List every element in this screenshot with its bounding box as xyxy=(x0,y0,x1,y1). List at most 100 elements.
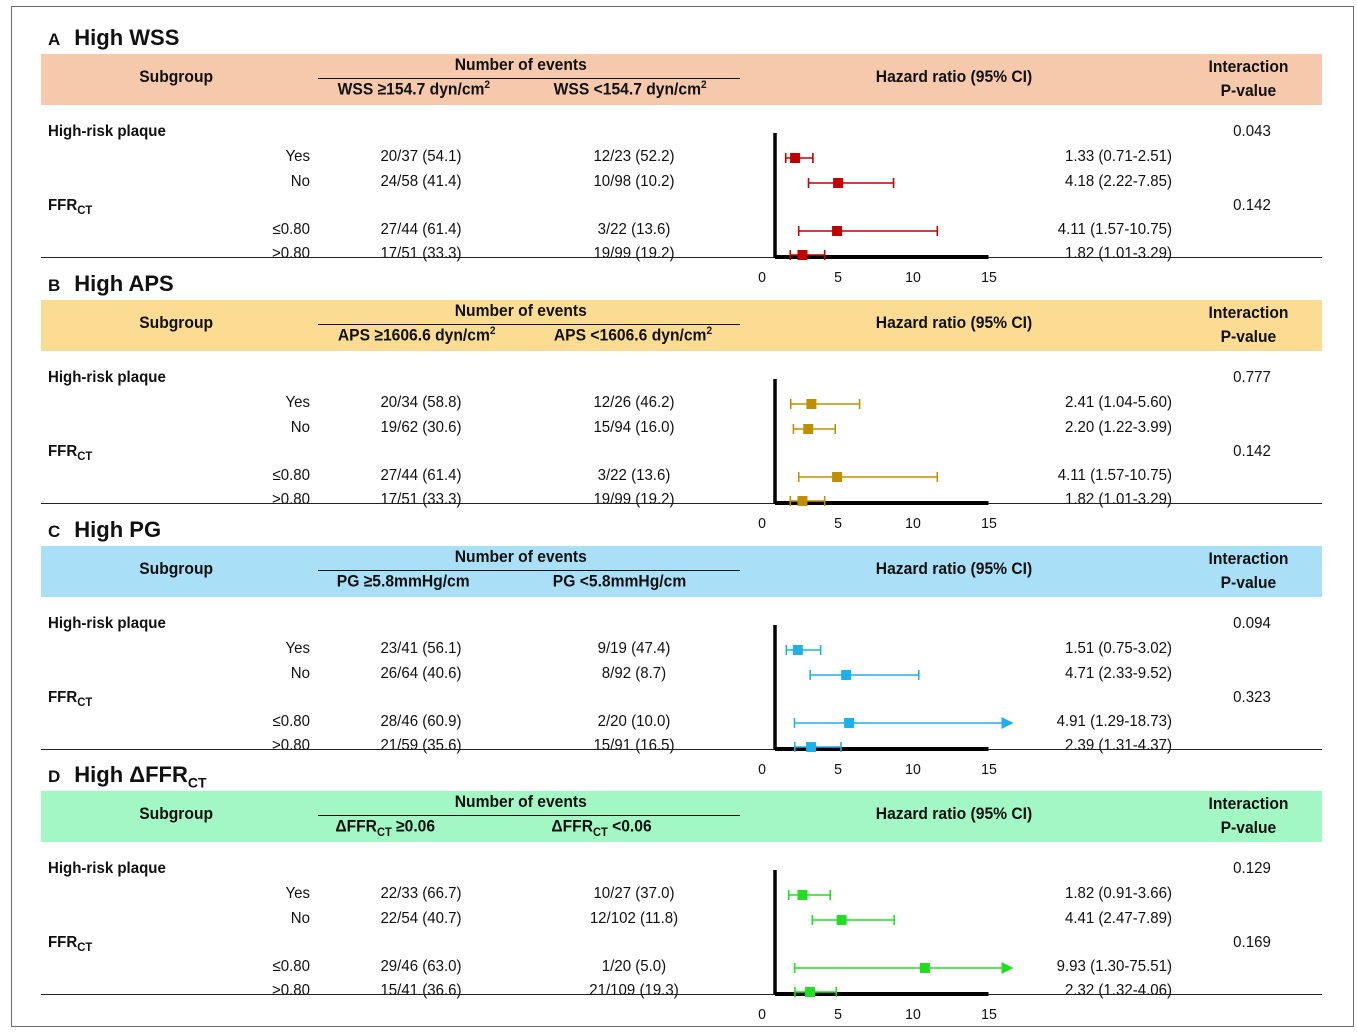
events-low-cell: 2/20 (10.0) xyxy=(559,713,709,731)
x-tick-label: 15 xyxy=(970,761,1008,778)
row-label: No xyxy=(216,665,310,683)
hazard-ratio-header-text: Hazard ratio (95% CI) xyxy=(875,804,1033,823)
x-tick-text: 15 xyxy=(980,761,997,778)
events-high-cell: 17/51 (33.3) xyxy=(346,245,496,263)
hazard-ratio-point xyxy=(832,472,843,482)
header-divider xyxy=(318,324,740,325)
interaction-header-line1: Interaction xyxy=(1208,549,1289,568)
events-high-cell: 21/59 (35.6) xyxy=(346,737,496,755)
hazard-ratio-ci-text: 2.39 (1.31-4.37) xyxy=(1064,737,1172,754)
table-header: Subgroup Number of events APS ≥1606.6 dyn/… xyxy=(41,300,1322,351)
x-tick-text: 5 xyxy=(833,761,842,778)
x-tick-label: 0 xyxy=(743,515,781,532)
panel-bottom-rule xyxy=(41,503,1322,504)
hazard-ratio-header: Hazard ratio (95% CI) xyxy=(876,313,1032,333)
interaction-p-value: 0.169 xyxy=(1214,934,1289,952)
hazard-ratio-ci-cell: 1.33 (0.71-2.51) xyxy=(963,148,1172,166)
events-column-header-low: WSS <154.7 dyn/cm2 xyxy=(554,79,707,102)
x-tick-label: 0 xyxy=(743,1006,781,1023)
hazard-ratio-point xyxy=(806,399,817,409)
row-label-text: ≤0.80 xyxy=(272,713,310,730)
row-label: >0.80 xyxy=(216,245,310,263)
events-low-text: 8/92 (8.7) xyxy=(601,665,667,682)
table-header: Subgroup Number of events WSS ≥154.7 dyn/c… xyxy=(41,54,1322,105)
col-header-suffix: ≥0.06 xyxy=(391,816,436,836)
forest-plot-c xyxy=(773,625,1014,752)
events-high-cell: 24/58 (41.4) xyxy=(346,173,496,191)
number-of-events-text: Number of events xyxy=(454,792,587,811)
panel-bottom-rule xyxy=(41,994,1322,995)
events-high-text: 26/64 (40.6) xyxy=(380,665,462,682)
events-low-cell: 3/22 (13.6) xyxy=(559,467,709,485)
events-high-text: 20/34 (58.8) xyxy=(380,394,462,411)
events-low-text: 2/20 (10.0) xyxy=(597,713,671,730)
x-tick-label: 15 xyxy=(970,1006,1008,1023)
ci-upper-arrow xyxy=(1001,717,1014,729)
interaction-p-value: 0.142 xyxy=(1214,197,1289,215)
hazard-ratio-point xyxy=(833,178,844,188)
group-label-high-risk-plaque: High-risk plaque xyxy=(48,860,166,878)
events-low-cell: 21/109 (19.3) xyxy=(559,982,709,1000)
panel-title: B High APS xyxy=(48,271,174,299)
x-tick-label: 10 xyxy=(894,761,932,778)
number-of-events-header: Number of events xyxy=(455,55,587,75)
interaction-pvalue-header: Interaction P-value xyxy=(1208,55,1288,103)
number-of-events-header: Number of events xyxy=(455,301,587,321)
col-header-subscript: CT xyxy=(593,825,608,840)
group-label-subscript: CT xyxy=(77,695,93,710)
events-low-text: 19/99 (19.2) xyxy=(593,245,675,262)
events-low-text: 12/102 (11.8) xyxy=(589,910,679,927)
events-low-cell: 10/27 (37.0) xyxy=(559,885,709,903)
panel-letter: B xyxy=(48,276,61,295)
x-tick-label: 0 xyxy=(743,761,781,778)
interaction-header-line1: Interaction xyxy=(1208,794,1289,813)
x-tick-text: 5 xyxy=(833,515,842,532)
row-label: >0.80 xyxy=(216,491,310,509)
x-tick-label: 5 xyxy=(819,1006,857,1023)
interaction-pvalue-header: Interaction P-value xyxy=(1208,301,1288,349)
hazard-ratio-ci-text: 4.11 (1.57-10.75) xyxy=(1057,221,1172,238)
ci-upper-arrow xyxy=(1001,962,1014,974)
events-column-header-low: ΔFFRCT <0.06 xyxy=(551,816,651,839)
events-high-cell: 17/51 (33.3) xyxy=(346,491,496,509)
group-label-subscript: CT xyxy=(77,449,93,464)
events-low-cell: 15/94 (16.0) xyxy=(559,419,709,437)
events-low-cell: 19/99 (19.2) xyxy=(559,245,709,263)
events-low-cell: 8/92 (8.7) xyxy=(559,665,709,683)
x-tick-label: 5 xyxy=(819,761,857,778)
events-low-cell: 12/26 (46.2) xyxy=(559,394,709,412)
hazard-ratio-ci-text: 1.33 (0.71-2.51) xyxy=(1064,148,1172,165)
events-high-text: 29/46 (63.0) xyxy=(380,958,462,975)
subgroup-header: Subgroup xyxy=(139,804,213,824)
events-high-text: 15/41 (36.6) xyxy=(380,982,462,999)
events-low-text: 15/91 (16.5) xyxy=(593,737,675,754)
p-value-text: 0.129 xyxy=(1233,860,1271,877)
hazard-ratio-ci-text: 4.91 (1.29-18.73) xyxy=(1056,713,1172,730)
x-tick-label: 10 xyxy=(894,1006,932,1023)
col-header-text: WSS <154.7 dyn/cm xyxy=(553,79,701,99)
row-label-text: No xyxy=(290,173,310,190)
panel-c: C High PG Subgroup Number of events PG ≥5.8m… xyxy=(0,517,1357,778)
events-low-cell: 3/22 (13.6) xyxy=(559,221,709,239)
row-label-text: ≤0.80 xyxy=(272,221,310,238)
events-high-cell: 15/41 (36.6) xyxy=(346,982,496,1000)
interaction-header-line2: P-value xyxy=(1220,818,1277,837)
x-tick-text: 5 xyxy=(833,1006,842,1023)
interaction-p-value: 0.129 xyxy=(1214,860,1289,878)
events-column-header-low: PG <5.8mmHg/cm xyxy=(553,571,686,594)
x-tick-text: 0 xyxy=(758,515,766,532)
subgroup-header: Subgroup xyxy=(139,559,213,579)
events-high-cell: 22/54 (40.7) xyxy=(346,910,496,928)
col-header-text: ΔFFR xyxy=(551,816,594,836)
hazard-ratio-ci-text: 4.41 (2.47-7.89) xyxy=(1064,910,1172,927)
events-high-text: 27/44 (61.4) xyxy=(380,221,462,238)
subgroup-header: Subgroup xyxy=(139,67,213,87)
hazard-ratio-point xyxy=(836,915,847,925)
group-label-text: High-risk plaque xyxy=(48,860,166,877)
hazard-ratio-point xyxy=(805,987,816,997)
hazard-ratio-ci-text: 4.71 (2.33-9.52) xyxy=(1064,665,1172,682)
table-header: Subgroup Number of events ΔFFRCT ≥0.06 ΔFFR… xyxy=(41,791,1322,842)
hazard-ratio-point xyxy=(844,718,855,728)
hazard-ratio-point xyxy=(841,670,852,680)
